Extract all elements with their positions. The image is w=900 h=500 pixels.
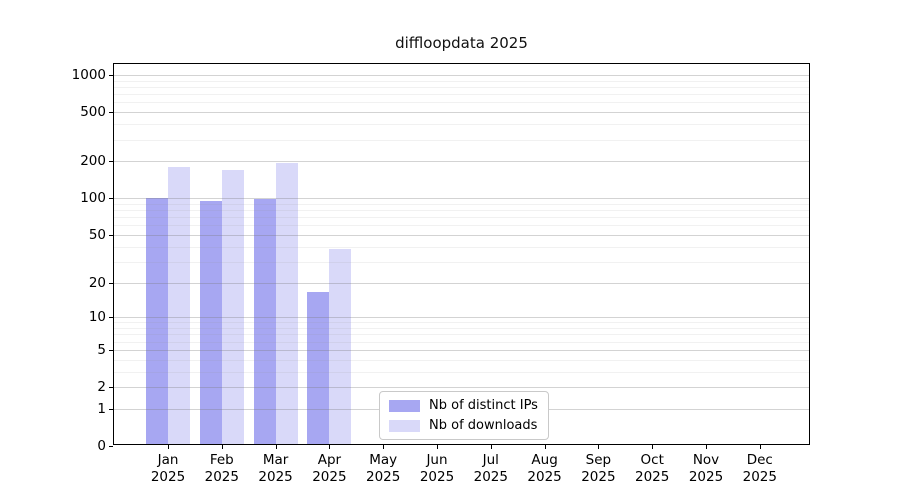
gridline-major — [114, 75, 809, 77]
x-tick-label-apr: Apr 2025 — [312, 452, 347, 485]
y-tick-label: 200 — [80, 153, 106, 170]
gridline-major — [114, 161, 809, 163]
x-tick-label-oct: Oct 2025 — [635, 452, 670, 485]
y-tick — [109, 198, 113, 200]
gridline-major — [114, 198, 809, 200]
x-tick — [383, 445, 385, 449]
y-tick — [109, 317, 113, 319]
y-tick-label: 50 — [88, 226, 106, 243]
x-tick-label-mar: Mar 2025 — [258, 452, 293, 485]
y-tick — [109, 349, 113, 351]
x-tick — [168, 445, 169, 449]
x-tick-label-nov: Nov 2025 — [688, 452, 724, 485]
y-tick — [109, 75, 113, 77]
y-tick-label: 10 — [88, 309, 106, 326]
legend-item: Nb of downloads — [389, 418, 538, 433]
y-tick-label: 0 — [97, 438, 106, 454]
bar-downloads-mar — [275, 162, 298, 444]
x-tick-label-jun: Jun 2025 — [419, 452, 455, 485]
legend-item: Nb of distinct IPs — [389, 398, 538, 413]
x-tick-label-feb: Feb 2025 — [204, 452, 239, 485]
chart-title: diffloopdata 2025 — [395, 34, 528, 52]
gridline-minor — [114, 102, 809, 104]
y-tick-label: 5 — [97, 341, 106, 358]
y-tick-label: 20 — [88, 274, 106, 291]
y-tick-label: 100 — [80, 190, 106, 207]
y-tick — [109, 234, 113, 236]
y-tick — [109, 112, 113, 114]
x-tick-label-may: May 2025 — [366, 452, 401, 485]
x-tick — [221, 445, 223, 449]
bar-distinct-ips-jan — [146, 197, 168, 444]
y-tick-label: 500 — [80, 104, 106, 121]
bar-downloads-jan — [168, 167, 190, 444]
y-tick-label: 2 — [97, 379, 106, 396]
x-tick-label-jan: Jan 2025 — [150, 452, 186, 485]
x-tick-label-aug: Aug 2025 — [527, 452, 562, 485]
x-tick — [759, 445, 761, 449]
gridline-minor — [114, 124, 809, 126]
x-tick — [329, 445, 331, 449]
x-tick-label-dec: Dec 2025 — [742, 452, 777, 485]
x-tick-label-sep: Sep 2025 — [581, 452, 616, 485]
bar-distinct-ips-mar — [253, 198, 276, 444]
legend-label-downloads: Nb of downloads — [429, 418, 538, 433]
gridline-minor — [114, 139, 809, 141]
legend-swatch-distinct-ips — [389, 399, 420, 412]
x-tick — [544, 445, 546, 449]
gridline-minor — [114, 87, 809, 89]
x-tick — [437, 445, 438, 449]
y-tick-label: 1 — [97, 400, 106, 417]
legend-swatch-downloads — [389, 419, 420, 432]
y-tick — [109, 282, 113, 284]
y-tick — [109, 408, 113, 410]
x-tick — [652, 445, 654, 449]
plot-area: 1000 500 200 100 50 20 10 5 2 1 0 Jan 2025 Feb 2025 Ma… — [72, 63, 810, 485]
legend: Nb of distinct IPs Nb of downloads — [379, 391, 549, 440]
x-tick — [275, 445, 277, 449]
gridline-minor — [114, 80, 809, 82]
x-tick — [598, 445, 600, 449]
x-tick-label-jul: Jul 2025 — [473, 452, 508, 485]
gridline-major — [114, 112, 809, 114]
x-tick — [706, 445, 707, 449]
gridline-minor — [114, 94, 809, 96]
bar-downloads-feb — [221, 169, 244, 444]
legend-label-distinct-ips: Nb of distinct IPs — [429, 398, 538, 413]
y-tick — [109, 446, 113, 447]
x-tick — [490, 445, 492, 449]
y-tick — [109, 161, 113, 163]
bar-distinct-ips-feb — [199, 201, 222, 444]
y-tick — [109, 387, 113, 389]
bar-distinct-ips-apr — [307, 291, 330, 444]
bar-downloads-apr — [329, 248, 352, 444]
y-tick-label: 1000 — [71, 67, 106, 84]
